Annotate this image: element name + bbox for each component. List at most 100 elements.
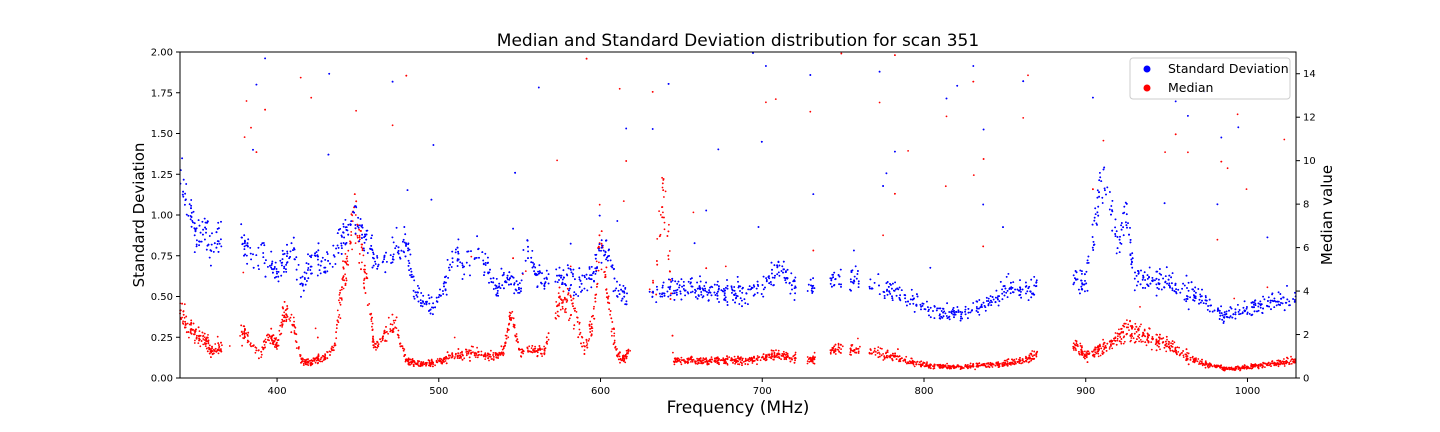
data-point <box>201 331 204 334</box>
data-point <box>350 213 353 216</box>
data-point <box>687 357 690 360</box>
data-point <box>809 356 812 359</box>
data-point <box>1125 333 1128 336</box>
data-point <box>1276 359 1279 362</box>
data-point <box>812 355 814 358</box>
data-point <box>1173 341 1176 344</box>
data-point <box>1198 363 1200 365</box>
data-point <box>1209 363 1212 366</box>
data-point <box>698 362 700 364</box>
data-point <box>295 347 298 349</box>
data-point <box>972 363 975 365</box>
data-point <box>450 356 453 359</box>
data-point <box>1109 340 1111 343</box>
data-point <box>838 350 840 353</box>
data-point <box>260 356 263 358</box>
data-point <box>689 358 692 360</box>
data-point <box>269 342 272 345</box>
data-point <box>615 348 618 351</box>
data-point <box>745 359 748 362</box>
data-point <box>317 355 320 357</box>
data-point <box>183 316 186 319</box>
data-point <box>1133 341 1136 344</box>
data-point <box>504 334 507 337</box>
data-point <box>1184 353 1187 356</box>
data-point <box>243 136 246 139</box>
data-point <box>750 357 753 360</box>
data-point <box>402 349 405 352</box>
data-point <box>245 332 248 335</box>
data-point <box>346 260 349 262</box>
data-point <box>1158 338 1161 340</box>
data-point <box>355 200 358 203</box>
data-point <box>923 365 926 368</box>
data-point <box>806 362 809 365</box>
data-point <box>792 355 795 358</box>
data-point <box>695 360 697 363</box>
data-point <box>1268 364 1270 367</box>
data-point <box>363 286 366 289</box>
data-point <box>262 340 265 343</box>
data-point <box>202 338 205 340</box>
data-point <box>207 334 209 336</box>
data-point <box>623 360 625 363</box>
data-point <box>706 362 709 365</box>
data-point <box>350 231 353 233</box>
data-point <box>1261 366 1264 369</box>
data-point <box>755 357 758 360</box>
data-point <box>265 341 267 344</box>
data-point <box>503 345 505 348</box>
data-point <box>1084 350 1086 353</box>
data-point <box>335 327 338 330</box>
data-point <box>1102 139 1105 142</box>
data-point <box>407 359 409 362</box>
data-point <box>652 279 654 282</box>
data-point <box>445 358 447 360</box>
data-point <box>589 328 591 330</box>
data-point <box>806 356 809 358</box>
data-point <box>789 360 792 363</box>
data-point <box>1172 343 1174 345</box>
data-point <box>1277 359 1280 362</box>
data-point <box>780 354 783 357</box>
data-point <box>1015 358 1018 360</box>
data-point <box>1228 368 1231 371</box>
data-point <box>1286 356 1288 359</box>
data-point <box>283 314 286 317</box>
data-point <box>623 357 625 359</box>
data-point <box>907 361 909 364</box>
data-point <box>362 254 365 257</box>
data-point <box>351 248 353 251</box>
data-point <box>411 358 414 361</box>
data-point <box>857 337 859 340</box>
data-point <box>277 339 280 341</box>
data-point <box>668 250 671 252</box>
data-point <box>878 351 880 354</box>
data-point <box>302 362 305 365</box>
data-point <box>1031 355 1034 358</box>
data-point <box>239 335 242 337</box>
data-point <box>1250 367 1253 370</box>
data-point <box>1078 352 1081 355</box>
data-point <box>441 362 443 365</box>
data-point <box>254 346 257 349</box>
data-point <box>572 302 574 305</box>
data-point <box>200 340 203 342</box>
data-point <box>395 316 398 319</box>
data-point <box>534 345 536 348</box>
data-point <box>762 353 765 356</box>
data-point <box>391 313 394 316</box>
data-point <box>1002 361 1005 364</box>
data-point <box>945 115 948 118</box>
data-point <box>397 329 400 332</box>
data-point <box>782 350 785 353</box>
data-point <box>217 352 220 355</box>
data-point <box>607 295 610 298</box>
data-point <box>492 358 495 361</box>
data-point <box>608 308 610 311</box>
data-point <box>1129 340 1132 343</box>
data-point <box>886 349 889 352</box>
data-point <box>992 363 995 366</box>
data-point <box>1206 365 1209 368</box>
data-point <box>556 305 558 308</box>
